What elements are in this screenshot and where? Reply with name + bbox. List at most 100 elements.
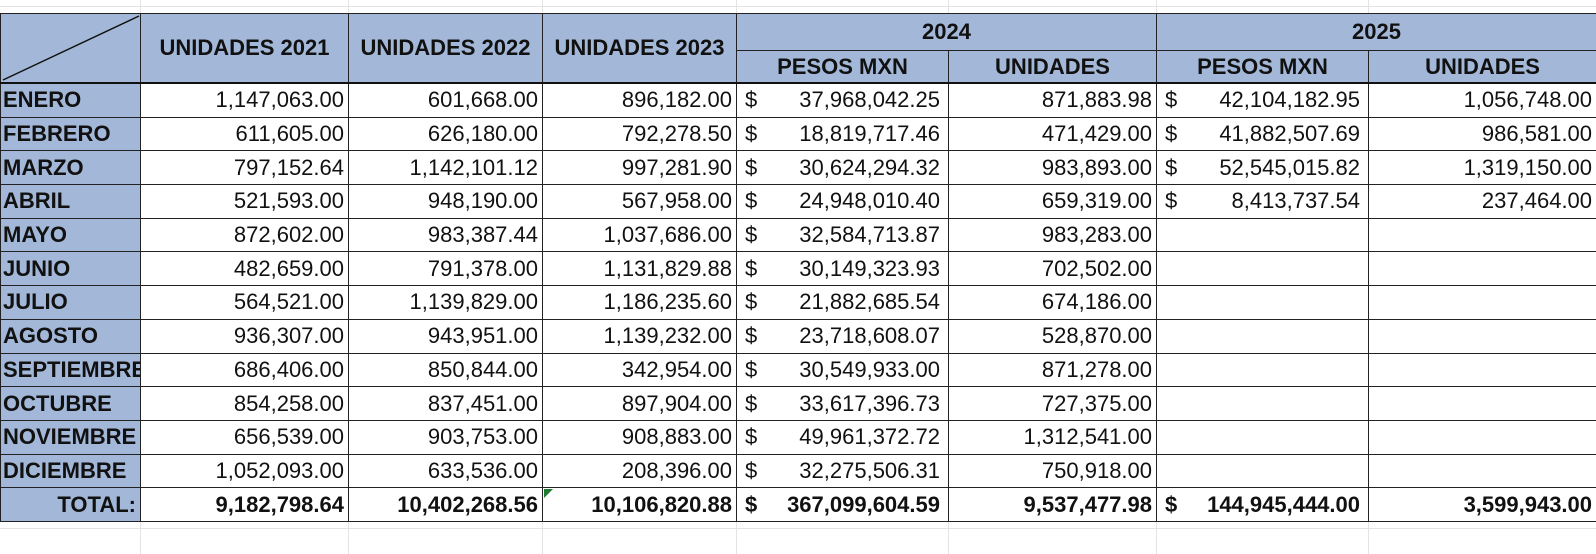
cell-unidades-2022[interactable]: 601,668.00 (348, 82, 543, 118)
month-cell[interactable]: DICIEMBRE (0, 453, 141, 489)
cell-pesos-2025[interactable] (1156, 285, 1370, 320)
cell-unidades-2022[interactable]: 837,451.00 (348, 386, 543, 421)
cell-unidades-2024[interactable]: 871,883.98 (947, 82, 1158, 118)
cell-unidades-2023[interactable]: 1,131,829.88 (542, 251, 737, 287)
header-pesos-2025[interactable]: PESOS MXN (1156, 50, 1370, 84)
total-pesos-2024[interactable]: $367,099,604.59 (736, 487, 949, 523)
cell-unidades-2024[interactable]: 659,319.00 (947, 184, 1158, 219)
total-unidades-2022[interactable]: 10,402,268.56 (348, 487, 543, 523)
cell-unidades-2021[interactable]: 1,052,093.00 (140, 453, 349, 489)
cell-unidades-2025[interactable] (1368, 419, 1596, 455)
cell-unidades-2025[interactable] (1368, 386, 1596, 421)
cell-unidades-2022[interactable]: 850,844.00 (348, 352, 543, 388)
total-label[interactable]: TOTAL: (0, 487, 141, 523)
cell-pesos-2025[interactable]: $8,413,737.54 (1156, 184, 1370, 219)
cell-unidades-2025[interactable] (1368, 285, 1596, 320)
month-cell[interactable]: NOVIEMBRE (0, 419, 141, 455)
cell-unidades-2024[interactable]: 727,375.00 (947, 386, 1158, 421)
header-unidades-2023[interactable]: UNIDADES 2023 (542, 13, 737, 84)
cell-unidades-2023[interactable]: 896,182.00 (542, 82, 737, 118)
month-cell[interactable]: AGOSTO (0, 318, 141, 354)
total-unidades-2024[interactable]: 9,537,477.98 (947, 487, 1158, 523)
cell-pesos-2024[interactable]: $33,617,396.73 (736, 386, 949, 421)
cell-unidades-2025[interactable] (1368, 217, 1596, 253)
month-cell[interactable]: MARZO (0, 150, 141, 186)
cell-pesos-2024[interactable]: $37,968,042.25 (736, 82, 949, 118)
cell-unidades-2023[interactable]: 997,281.90 (542, 150, 737, 186)
cell-unidades-2022[interactable]: 626,180.00 (348, 116, 543, 152)
cell-unidades-2021[interactable]: 872,602.00 (140, 217, 349, 253)
cell-unidades-2022[interactable]: 943,951.00 (348, 318, 543, 354)
month-cell[interactable]: JULIO (0, 285, 141, 320)
cell-pesos-2024[interactable]: $18,819,717.46 (736, 116, 949, 152)
cell-unidades-2021[interactable]: 797,152.64 (140, 150, 349, 186)
cell-unidades-2024[interactable]: 750,918.00 (947, 453, 1158, 489)
header-unidades-2024[interactable]: UNIDADES (947, 50, 1158, 84)
cell-pesos-2024[interactable]: $49,961,372.72 (736, 419, 949, 455)
cell-pesos-2024[interactable]: $32,584,713.87 (736, 217, 949, 253)
month-cell[interactable]: JUNIO (0, 251, 141, 287)
cell-unidades-2021[interactable]: 482,659.00 (140, 251, 349, 287)
cell-unidades-2023[interactable]: 208,396.00 (542, 453, 737, 489)
cell-unidades-2024[interactable]: 983,283.00 (947, 217, 1158, 253)
cell-unidades-2025[interactable] (1368, 453, 1596, 489)
cell-unidades-2023[interactable]: 567,958.00 (542, 184, 737, 219)
cell-unidades-2024[interactable]: 702,502.00 (947, 251, 1158, 287)
cell-unidades-2025[interactable] (1368, 318, 1596, 354)
cell-pesos-2024[interactable]: $30,149,323.93 (736, 251, 949, 287)
cell-unidades-2021[interactable]: 521,593.00 (140, 184, 349, 219)
cell-unidades-2024[interactable]: 674,186.00 (947, 285, 1158, 320)
cell-unidades-2021[interactable]: 1,147,063.00 (140, 82, 349, 118)
cell-pesos-2024[interactable]: $30,549,933.00 (736, 352, 949, 388)
month-cell[interactable]: SEPTIEMBRE (0, 352, 141, 388)
cell-unidades-2023[interactable]: 908,883.00 (542, 419, 737, 455)
cell-pesos-2025[interactable] (1156, 217, 1370, 253)
cell-pesos-2025[interactable]: $52,545,015.82 (1156, 150, 1370, 186)
cell-unidades-2022[interactable]: 1,142,101.12 (348, 150, 543, 186)
cell-unidades-2024[interactable]: 1,312,541.00 (947, 419, 1158, 455)
cell-unidades-2025[interactable]: 237,464.00 (1368, 184, 1596, 219)
cell-pesos-2025[interactable] (1156, 419, 1370, 455)
cell-unidades-2025[interactable]: 1,056,748.00 (1368, 82, 1596, 118)
header-year-2025[interactable]: 2025 (1156, 13, 1596, 51)
month-cell[interactable]: FEBRERO (0, 116, 141, 152)
cell-pesos-2025[interactable] (1156, 251, 1370, 287)
cell-unidades-2025[interactable]: 986,581.00 (1368, 116, 1596, 152)
month-cell[interactable]: ENERO (0, 82, 141, 118)
cell-unidades-2022[interactable]: 948,190.00 (348, 184, 543, 219)
cell-unidades-2022[interactable]: 903,753.00 (348, 419, 543, 455)
total-unidades-2025[interactable]: 3,599,943.00 (1368, 487, 1596, 523)
cell-unidades-2021[interactable]: 936,307.00 (140, 318, 349, 354)
header-pesos-2024[interactable]: PESOS MXN (736, 50, 949, 84)
cell-pesos-2024[interactable]: $23,718,608.07 (736, 318, 949, 354)
cell-unidades-2022[interactable]: 633,536.00 (348, 453, 543, 489)
corner-cell[interactable] (0, 13, 141, 84)
cell-unidades-2024[interactable]: 983,893.00 (947, 150, 1158, 186)
cell-unidades-2023[interactable]: 1,037,686.00 (542, 217, 737, 253)
cell-unidades-2023[interactable]: 342,954.00 (542, 352, 737, 388)
header-unidades-2025[interactable]: UNIDADES (1368, 50, 1596, 84)
header-unidades-2022[interactable]: UNIDADES 2022 (348, 13, 543, 84)
total-pesos-2025[interactable]: $144,945,444.00 (1156, 487, 1370, 523)
cell-unidades-2021[interactable]: 611,605.00 (140, 116, 349, 152)
cell-unidades-2024[interactable]: 871,278.00 (947, 352, 1158, 388)
cell-unidades-2023[interactable]: 792,278.50 (542, 116, 737, 152)
cell-pesos-2025[interactable]: $41,882,507.69 (1156, 116, 1370, 152)
month-cell[interactable]: MAYO (0, 217, 141, 253)
cell-unidades-2021[interactable]: 656,539.00 (140, 419, 349, 455)
cell-unidades-2023[interactable]: 1,139,232.00 (542, 318, 737, 354)
cell-unidades-2021[interactable]: 564,521.00 (140, 285, 349, 320)
cell-unidades-2022[interactable]: 1,139,829.00 (348, 285, 543, 320)
cell-unidades-2025[interactable]: 1,319,150.00 (1368, 150, 1596, 186)
cell-pesos-2024[interactable]: $24,948,010.40 (736, 184, 949, 219)
header-unidades-2021[interactable]: UNIDADES 2021 (140, 13, 349, 84)
cell-pesos-2025[interactable] (1156, 352, 1370, 388)
cell-pesos-2025[interactable]: $42,104,182.95 (1156, 82, 1370, 118)
cell-pesos-2024[interactable]: $30,624,294.32 (736, 150, 949, 186)
total-unidades-2023[interactable]: 10,106,820.88 (542, 487, 737, 523)
cell-unidades-2022[interactable]: 791,378.00 (348, 251, 543, 287)
total-unidades-2021[interactable]: 9,182,798.64 (140, 487, 349, 523)
cell-pesos-2025[interactable] (1156, 318, 1370, 354)
cell-unidades-2024[interactable]: 528,870.00 (947, 318, 1158, 354)
cell-pesos-2025[interactable] (1156, 453, 1370, 489)
